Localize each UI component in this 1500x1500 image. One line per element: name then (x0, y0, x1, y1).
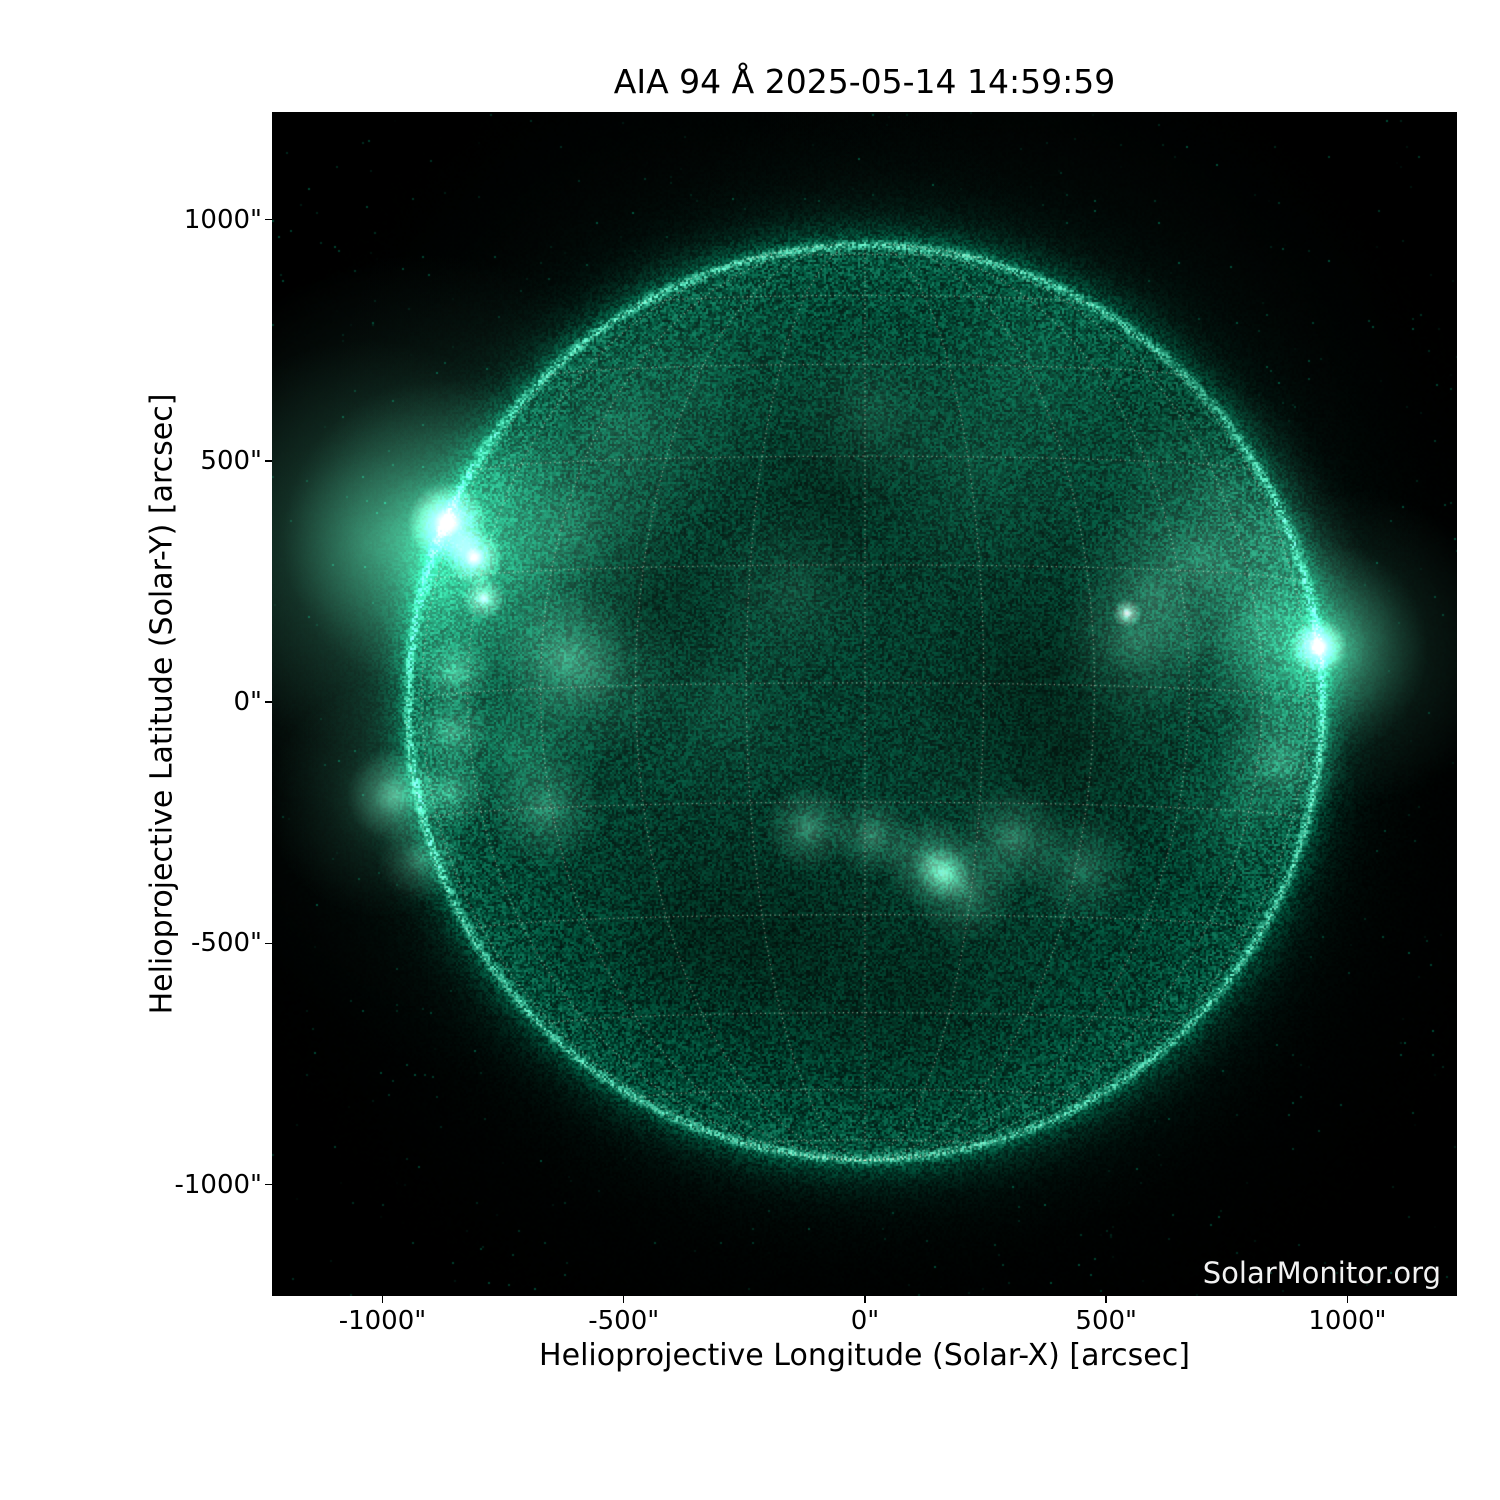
solar-image-plot: SolarMonitor.org (272, 112, 1457, 1296)
x-tick-label: 500" (1075, 1306, 1138, 1336)
x-tick-mark (622, 1296, 625, 1303)
y-tick-mark (265, 460, 272, 462)
x-tick-label: -1000" (338, 1306, 427, 1336)
y-tick-mark (265, 942, 272, 945)
solar-disk-canvas (272, 112, 1457, 1296)
y-tick-label: 1000" (183, 204, 262, 235)
watermark-text: SolarMonitor.org (1202, 1256, 1441, 1290)
y-tick-label: 500" (200, 445, 262, 476)
y-tick-label: -500" (191, 928, 262, 959)
y-tick-mark (265, 701, 272, 703)
y-tick-mark (265, 1183, 272, 1186)
x-axis-label: Helioprojective Longitude (Solar-X) [arc… (539, 1338, 1190, 1373)
x-tick-mark (1346, 1296, 1349, 1303)
y-axis-label: Helioprojective Latitude (Solar-Y) [arcs… (144, 393, 180, 1015)
x-tick-label: -500" (588, 1306, 660, 1336)
x-tick-mark (1105, 1296, 1107, 1303)
y-tick-label: -1000" (174, 1169, 262, 1200)
x-tick-mark (864, 1296, 866, 1303)
y-tick-label: 0" (233, 687, 262, 718)
chart-title: AIA 94 Å 2025-05-14 14:59:59 (613, 62, 1116, 101)
y-tick-mark (265, 218, 272, 221)
x-tick-label: 1000" (1308, 1306, 1387, 1336)
x-tick-label: 0" (850, 1306, 880, 1336)
x-tick-mark (381, 1296, 384, 1303)
